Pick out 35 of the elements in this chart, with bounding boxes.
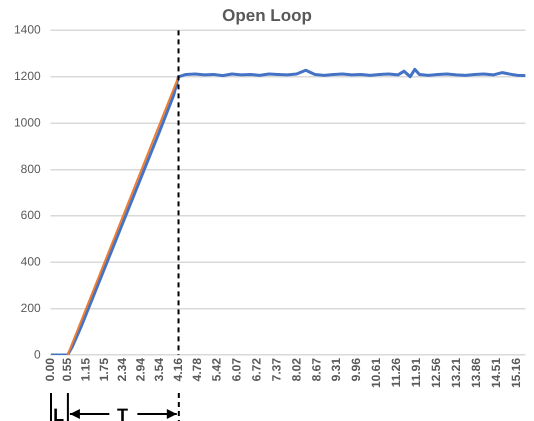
x-tick-label: 10.61 — [369, 358, 384, 388]
x-tick-label: 9.96 — [349, 358, 364, 382]
x-tick-label: 11.26 — [389, 358, 403, 388]
x-tick-label: 7.37 — [269, 358, 284, 382]
y-tick-label: 400 — [20, 254, 42, 269]
chart-title: Open Loop — [222, 6, 312, 25]
x-tick-label: 0.00 — [43, 358, 58, 382]
x-tick-label: 4.78 — [190, 358, 204, 382]
x-tick-label: 0.55 — [60, 358, 74, 382]
x-tick-label: 2.94 — [133, 358, 148, 382]
x-tick-label: 1.75 — [96, 358, 111, 382]
y-tick-label: 0 — [34, 347, 42, 362]
x-tick-label: 12.56 — [428, 358, 443, 388]
x-tick-label: 6.07 — [230, 358, 244, 382]
y-tick-label: 1000 — [14, 115, 42, 130]
y-tick-label: 1400 — [14, 22, 42, 37]
x-tick-label: 11.91 — [408, 358, 423, 388]
x-tick-label: 13.86 — [468, 358, 483, 388]
x-tick-label: 6.72 — [249, 358, 264, 382]
x-tick-label: 8.67 — [309, 358, 324, 382]
dimension-arrows: L T — [48, 393, 180, 421]
x-tick-label: 1.15 — [78, 358, 92, 382]
y-tick-label: 1200 — [14, 69, 42, 84]
y-tick-label: 800 — [20, 162, 42, 176]
y-tick-label: 600 — [20, 208, 42, 222]
x-tick-label: 13.21 — [448, 358, 463, 388]
x-tick-label: 3.54 — [152, 358, 166, 382]
y-tick-label: 200 — [20, 300, 42, 315]
x-tick-label: 15.16 — [508, 358, 523, 388]
x-tick-label: 2.34 — [114, 358, 129, 382]
x-tick-label: 4.16 — [170, 358, 185, 382]
x-tick-label: 9.31 — [329, 358, 344, 382]
x-tick-label: 14.51 — [488, 358, 503, 388]
x-tick-label: 8.02 — [289, 358, 304, 382]
x-tick-label: 5.42 — [210, 358, 224, 382]
